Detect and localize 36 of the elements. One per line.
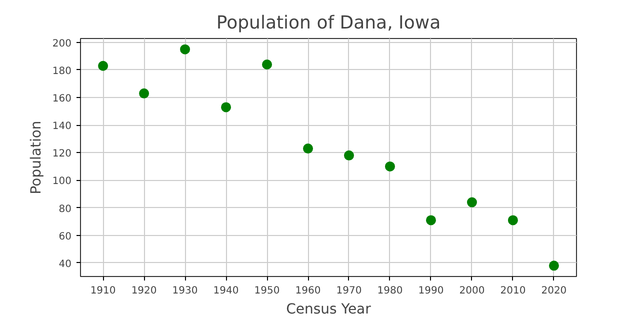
x-axis-title: Census Year xyxy=(286,302,372,318)
point xyxy=(303,144,314,154)
x-tick-label: 1920 xyxy=(131,286,157,296)
point xyxy=(508,215,518,226)
x-tick-label: 1980 xyxy=(377,286,403,296)
x-tick-label: 1940 xyxy=(213,286,239,296)
y-tick-label: 180 xyxy=(52,66,72,77)
x-tick-label: 1930 xyxy=(172,286,198,296)
y-tick-label: 60 xyxy=(58,231,72,242)
x-tick-label: 2020 xyxy=(541,286,567,296)
y-tick-label: 40 xyxy=(58,258,72,270)
y-tick-label: 80 xyxy=(58,204,72,215)
point xyxy=(548,260,559,271)
x-tick-label: 1910 xyxy=(90,286,116,296)
point xyxy=(344,150,354,160)
point xyxy=(384,161,395,172)
y-axis-title: Population xyxy=(28,120,44,194)
point xyxy=(180,44,190,54)
x-tick-label: 1970 xyxy=(336,286,362,296)
x-tick-label: 1990 xyxy=(418,286,444,296)
x-tick-label: 1960 xyxy=(295,286,321,296)
point xyxy=(426,215,436,226)
x-tick-label: 2010 xyxy=(500,286,526,296)
point xyxy=(221,102,232,112)
y-tick-label: 160 xyxy=(52,94,72,105)
point xyxy=(466,197,477,208)
x-tick-label: 1950 xyxy=(254,286,280,296)
point xyxy=(139,88,150,98)
y-tick-label: 140 xyxy=(52,121,72,132)
chart-title: Population of Dana, Iowa xyxy=(216,12,441,34)
point xyxy=(98,60,108,71)
y-tick-label: 120 xyxy=(52,148,72,160)
y-tick-label: 200 xyxy=(52,38,72,50)
point xyxy=(262,59,272,70)
x-tick-label: 2000 xyxy=(459,286,485,296)
y-tick-label: 100 xyxy=(52,176,72,188)
